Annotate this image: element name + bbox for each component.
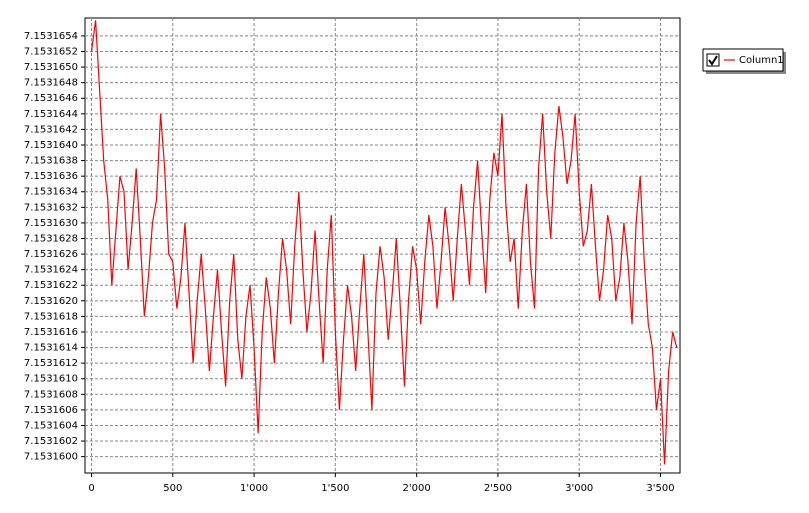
x-tick-label: 1'000 — [240, 483, 268, 494]
y-tick-label: 7.1531602 — [24, 436, 78, 447]
x-tick-label: 2'500 — [484, 483, 512, 494]
plot-area — [84, 17, 681, 474]
y-tick-label: 7.1531624 — [24, 265, 78, 276]
y-tick-label: 7.1531622 — [24, 280, 78, 291]
y-tick-label: 7.1531618 — [24, 311, 78, 322]
check-mark — [708, 55, 718, 66]
y-tick-label: 7.1531652 — [24, 47, 78, 58]
y-tick-label: 7.1531644 — [24, 109, 78, 120]
y-tick-label: 7.1531646 — [24, 93, 78, 104]
y-tick-label: 7.1531620 — [24, 296, 78, 307]
y-tick-label: 7.1531638 — [24, 156, 78, 167]
x-tick-label: 1'500 — [321, 483, 349, 494]
y-tick-label: 7.1531606 — [24, 405, 78, 416]
legend-label: Column1 — [739, 55, 784, 66]
y-tick-label: 7.1531614 — [24, 343, 78, 354]
x-tick-label: 500 — [163, 483, 182, 494]
y-tick-label: 7.1531630 — [24, 218, 78, 229]
y-tick-label: 7.1531616 — [24, 327, 78, 338]
y-tick-label: 7.1531600 — [24, 452, 78, 463]
y-tick-label: 7.1531634 — [24, 187, 78, 198]
x-tick-label: 3'500 — [646, 483, 674, 494]
y-tick-label: 7.1531608 — [24, 389, 78, 400]
y-tick-label: 7.1531626 — [24, 249, 78, 260]
y-tick-label: 7.1531636 — [24, 171, 78, 182]
y-tick-label: 7.1531654 — [24, 31, 78, 42]
x-tick-label: 0 — [88, 483, 94, 494]
data-line — [90, 20, 678, 465]
x-tick-label: 3'000 — [565, 483, 593, 494]
y-tick-label: 7.1531640 — [24, 140, 78, 151]
y-tick-label: 7.1531650 — [24, 62, 78, 73]
y-tick-label: 7.1531604 — [24, 420, 78, 431]
y-tick-label: 7.1531628 — [24, 233, 78, 244]
y-tick-label: 7.1531612 — [24, 358, 78, 369]
y-tick-label: 7.1531642 — [24, 124, 78, 135]
y-tick-label: 7.1531648 — [24, 78, 78, 89]
y-tick-label: 7.1531610 — [24, 374, 78, 385]
y-tick-label: 7.1531632 — [24, 202, 78, 213]
x-tick-label: 2'000 — [403, 483, 431, 494]
legend-box — [702, 48, 784, 72]
